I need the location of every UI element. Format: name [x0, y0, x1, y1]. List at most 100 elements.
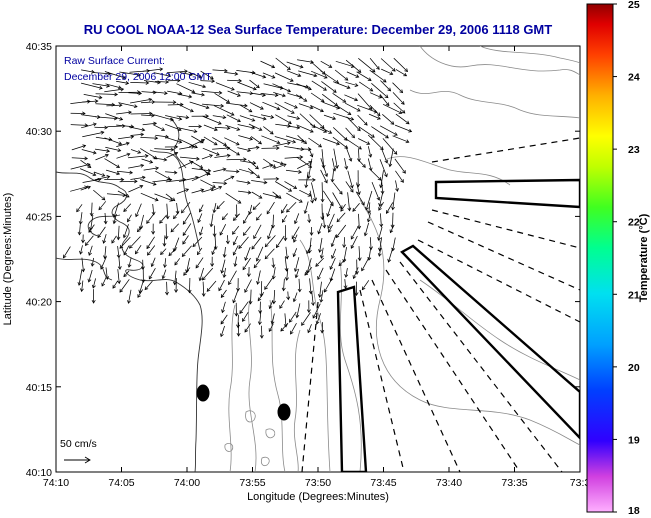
vector-arrow — [296, 94, 307, 102]
vector-arrowhead — [210, 75, 214, 80]
vector-arrowhead — [377, 237, 382, 241]
vector-arrowhead — [88, 251, 92, 256]
vector-arrowhead — [361, 201, 365, 206]
vector-arrow — [282, 215, 288, 223]
vector-arrowhead — [128, 244, 133, 249]
vector-arrowhead — [77, 231, 82, 236]
vector-arrowhead — [352, 275, 357, 280]
vector-arrow — [308, 214, 310, 223]
vector-arrow — [297, 135, 307, 144]
vector-arrow — [202, 103, 224, 107]
vector-arrowhead — [172, 100, 177, 105]
vector-arrow — [189, 139, 205, 148]
vector-arrow — [260, 93, 278, 96]
vector-arrowhead — [211, 79, 216, 84]
vector-arrowhead — [92, 172, 97, 177]
vector-arrowhead — [232, 241, 237, 246]
vector-arrow — [304, 266, 313, 276]
vector-arrowhead — [272, 164, 276, 168]
vector-arrowhead — [304, 184, 309, 189]
vector-arrow — [301, 312, 311, 326]
vector-arrow — [358, 81, 373, 92]
vector-arrow — [234, 256, 237, 267]
vector-arrowhead — [218, 287, 222, 292]
vector-arrowhead — [118, 103, 123, 108]
vector-arrow — [232, 225, 240, 235]
vector-arrowhead — [274, 194, 279, 199]
vector-arrowhead — [133, 104, 138, 109]
vector-arrow — [283, 278, 285, 291]
vector-arrowhead — [112, 284, 117, 289]
vector-arrow — [392, 237, 396, 251]
vector-arrowhead — [145, 80, 150, 85]
vector-arrowhead — [91, 300, 96, 304]
vector-arrow — [286, 268, 289, 281]
vector-arrowhead — [218, 90, 223, 95]
vector-arrow — [239, 160, 256, 164]
vector-arrow — [345, 146, 352, 162]
vector-arrow — [81, 257, 84, 272]
vector-arrowhead — [123, 208, 128, 213]
vector-arrow — [170, 223, 179, 233]
vector-arrowhead — [128, 110, 132, 115]
vector-arrowhead — [294, 220, 298, 225]
vector-arrow — [146, 213, 155, 224]
vector-arrow — [153, 114, 174, 121]
vector-arrowhead — [173, 170, 178, 175]
vector-arrow — [237, 147, 251, 152]
vector-arrow — [274, 136, 296, 143]
vector-arrowhead — [119, 288, 124, 293]
vector-arrowhead — [287, 88, 292, 93]
vector-arrowhead — [290, 330, 294, 335]
vector-arrow — [365, 190, 373, 211]
vector-arrow — [378, 226, 383, 241]
vector-arrowhead — [63, 254, 67, 259]
vector-arrowhead — [319, 298, 324, 303]
vector-arrow — [242, 257, 251, 270]
vector-arrow — [311, 80, 327, 91]
vector-arrowhead — [148, 275, 153, 280]
vector-arrow — [233, 235, 238, 245]
vector-arrowhead — [309, 129, 314, 133]
vector-arrowhead — [344, 77, 349, 81]
vector-arrowhead — [322, 224, 327, 229]
vector-arrowhead — [252, 161, 257, 165]
vector-arrow — [146, 236, 155, 249]
vector-arrowhead — [118, 141, 123, 146]
vector-arrowhead — [255, 145, 260, 150]
vector-arrowhead — [234, 313, 239, 317]
vector-arrow — [225, 124, 240, 131]
vector-arrowhead — [323, 87, 327, 91]
plot-area — [55, 45, 581, 473]
vector-arrow — [81, 280, 84, 292]
vector-arrow — [80, 186, 91, 191]
vector-arrowhead — [161, 275, 166, 280]
vector-arrowhead — [315, 263, 319, 267]
vector-arrow — [111, 235, 117, 244]
vector-arrow — [211, 186, 222, 192]
vector-arrow — [322, 138, 340, 145]
vector-arrow — [340, 203, 346, 212]
vector-arrow — [380, 170, 384, 188]
vector-arrowhead — [366, 141, 371, 145]
vector-arrowhead — [230, 175, 235, 180]
vector-arrowhead — [127, 218, 131, 223]
vector-arrow — [310, 104, 324, 112]
vector-arrow — [393, 102, 406, 114]
vector-arrowhead — [209, 154, 213, 158]
vector-arrow — [347, 170, 353, 188]
vector-arrowhead — [92, 122, 97, 127]
vector-arrow — [152, 203, 155, 215]
vector-arrowhead — [226, 153, 231, 158]
vector-arrow — [70, 124, 88, 126]
vector-arrow — [321, 182, 323, 202]
vector-arrowhead — [164, 235, 169, 240]
vector-arrow — [310, 92, 325, 103]
vector-arrowhead — [258, 140, 263, 145]
vector-arrow — [319, 281, 322, 298]
vector-arrowhead — [146, 245, 151, 250]
vector-arrow — [272, 83, 291, 92]
vector-arrow — [93, 189, 106, 201]
vector-arrowhead — [290, 110, 295, 114]
vector-arrowhead — [98, 85, 103, 90]
